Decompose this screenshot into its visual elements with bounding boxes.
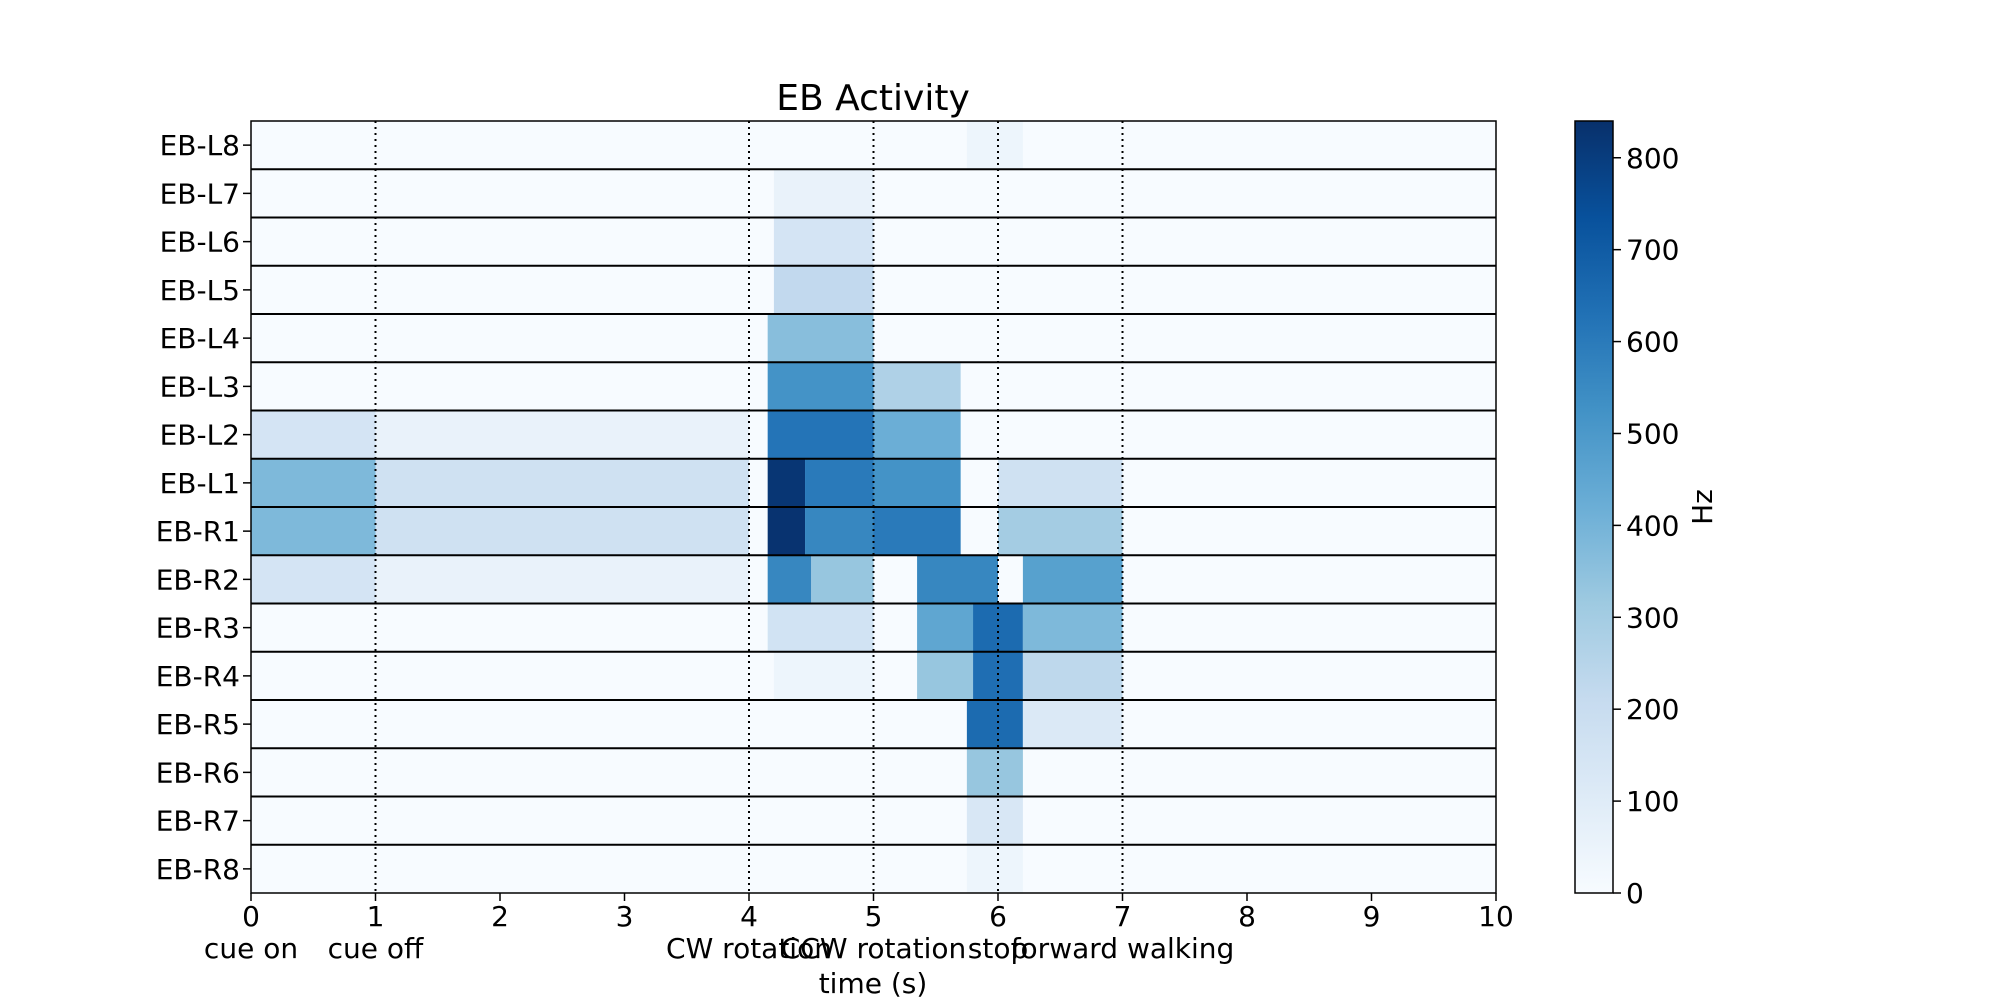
x-tick-label: 2 — [491, 900, 509, 933]
event-label: CCW rotation — [781, 932, 967, 965]
y-tick-label: EB-R3 — [156, 612, 240, 645]
x-axis: 0 1 2 3 4 5 6 7 8 9 10 — [242, 893, 1514, 933]
x-tick-label: 7 — [1114, 900, 1132, 933]
heatmap-cell — [805, 507, 874, 556]
event-label: cue off — [328, 932, 424, 965]
heatmap-cell — [767, 603, 874, 652]
x-axis-label: time (s) — [819, 967, 928, 1000]
y-tick-label: EB-R6 — [156, 756, 240, 789]
heatmap-cell — [767, 507, 806, 556]
heatmap-cell — [1022, 555, 1123, 604]
heatmap-cell — [375, 555, 749, 604]
heatmap-cell — [998, 507, 1123, 556]
heatmap-cell — [966, 844, 1023, 893]
heatmap-cell — [805, 458, 874, 507]
y-tick-label: EB-L3 — [160, 370, 240, 403]
heatmap-cells — [251, 121, 1123, 893]
heatmap-cell — [375, 410, 749, 459]
heatmap-cell — [251, 507, 376, 556]
heatmap-cell — [251, 458, 376, 507]
heatmap-cell — [917, 555, 998, 604]
heatmap-cell — [773, 651, 874, 700]
heatmap-cell — [873, 507, 961, 556]
heatmap-cell — [375, 507, 749, 556]
event-label: cue on — [204, 932, 298, 965]
heatmap-cell — [873, 410, 961, 459]
colorbar-tick-label: 800 — [1626, 142, 1679, 175]
colorbar-tick-label: 0 — [1626, 877, 1644, 910]
y-tick-label: EB-L6 — [160, 226, 240, 259]
colorbar-ticks: 0 100 200 300 400 500 600 700 800 — [1613, 142, 1679, 910]
heatmap-cell — [1022, 700, 1123, 749]
x-tick-label: 3 — [616, 900, 634, 933]
y-tick-label: EB-R8 — [156, 853, 240, 886]
heatmap-cell — [966, 796, 1023, 845]
heatmap-cell — [966, 121, 1023, 170]
y-tick-label: EB-L4 — [160, 322, 240, 355]
colorbar-tick-label: 100 — [1626, 785, 1679, 818]
heatmap-cell — [767, 555, 812, 604]
y-tick-label: EB-L5 — [160, 274, 240, 307]
heatmap-cell — [1022, 603, 1123, 652]
heatmap-cell — [811, 555, 874, 604]
heatmap-cell — [375, 458, 749, 507]
chart-title: EB Activity — [776, 78, 970, 119]
heatmap-cell — [767, 362, 874, 411]
event-label: forward walking — [1011, 932, 1235, 965]
colorbar-label: Hz — [1686, 489, 1719, 525]
y-tick-label: EB-R5 — [156, 708, 240, 741]
heatmap-cell — [966, 748, 1023, 797]
colorbar-gradient — [1574, 120, 1614, 894]
y-tick-label: EB-R7 — [156, 805, 240, 838]
heatmap-cell — [998, 458, 1123, 507]
heatmap-cell — [773, 217, 874, 266]
y-tick-label: EB-L8 — [160, 129, 240, 162]
heatmap-cell — [251, 555, 376, 604]
colorbar-tick-label: 200 — [1626, 693, 1679, 726]
x-tick-label: 8 — [1238, 900, 1256, 933]
y-tick-label: EB-L7 — [160, 177, 240, 210]
x-tick-label: 5 — [865, 900, 883, 933]
colorbar-tick-label: 300 — [1626, 601, 1679, 634]
colorbar-tick-label: 400 — [1626, 509, 1679, 542]
y-tick-label: EB-L2 — [160, 419, 240, 452]
colorbar-tick-label: 600 — [1626, 326, 1679, 359]
y-tick-label: EB-R1 — [156, 515, 240, 548]
heatmap-cell — [251, 410, 376, 459]
colorbar-tick-label: 700 — [1626, 234, 1679, 267]
heatmap-cell — [1022, 651, 1123, 700]
heatmap-cell — [767, 314, 874, 363]
heatmap-cell — [873, 458, 961, 507]
event-label: stop — [968, 932, 1028, 965]
heatmap-cell — [873, 362, 961, 411]
heatmap-cell — [767, 458, 806, 507]
x-tick-label: 1 — [367, 900, 385, 933]
x-tick-label: 10 — [1478, 900, 1514, 933]
heatmap-plot: EB-L8 EB-L7 EB-L6 EB-L5 EB-L4 EB-L3 EB-L2 EB-L1… — [156, 120, 1514, 1000]
y-axis: EB-L8 EB-L7 EB-L6 EB-L5 EB-L4 EB-L3 EB-L2 EB-L1… — [156, 129, 251, 886]
colorbar-tick-label: 500 — [1626, 417, 1679, 450]
x-tick-label: 0 — [242, 900, 260, 933]
colorbar: 0 100 200 300 400 500 600 700 800 Hz — [1574, 120, 1719, 910]
event-lines — [374, 121, 1124, 893]
x-tick-label: 4 — [740, 900, 758, 933]
y-tick-label: EB-R4 — [156, 660, 240, 693]
heatmap-cell — [966, 700, 1023, 749]
x-tick-label: 9 — [1363, 900, 1381, 933]
x-tick-label: 6 — [989, 900, 1007, 933]
y-tick-label: EB-L1 — [160, 467, 240, 500]
heatmap-cell — [767, 410, 874, 459]
heatmap-cell — [773, 265, 874, 314]
heatmap-cell — [773, 169, 874, 218]
y-tick-label: EB-R2 — [156, 563, 240, 596]
event-label: CW rotation — [666, 932, 832, 965]
